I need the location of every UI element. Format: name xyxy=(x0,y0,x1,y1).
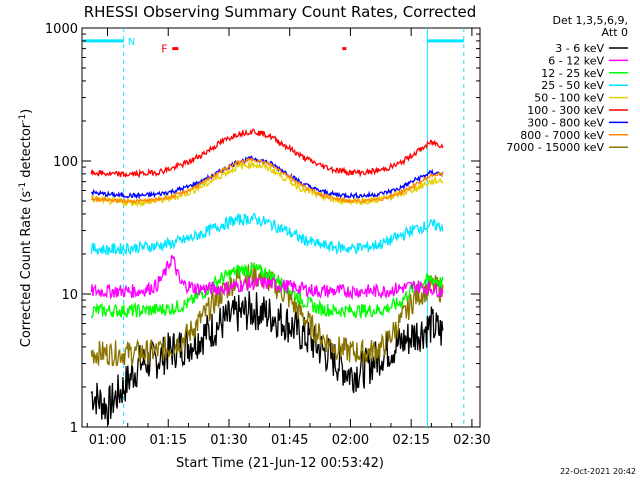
series-line-2 xyxy=(90,255,444,301)
x-tick-label-4: 02:00 xyxy=(332,433,369,448)
y-tick-label-2: 100 xyxy=(53,155,78,170)
series-line-6 xyxy=(90,128,444,179)
timestamp: 22-Oct-2021 20:42 xyxy=(560,467,636,476)
series-line-8 xyxy=(90,157,444,205)
legend-label-5: 50 - 100 keV xyxy=(534,92,604,105)
legend-header-line-2: Att 0 xyxy=(602,26,628,39)
y-tick-label-1: 10 xyxy=(61,288,78,303)
series-line-3 xyxy=(90,261,444,320)
legend-label-4: 25 - 50 keV xyxy=(541,79,604,92)
x-tick-label-2: 01:30 xyxy=(210,433,247,448)
series-line-4 xyxy=(90,212,444,256)
series-layer xyxy=(90,128,444,425)
legend-label-8: 800 - 7000 keV xyxy=(520,129,604,142)
x-tick-label-1: 01:15 xyxy=(150,433,187,448)
x-tick-label-6: 02:30 xyxy=(453,433,490,448)
chart-title: RHESSI Observing Summary Count Rates, Co… xyxy=(84,3,477,21)
y-axis-label: Corrected Count Rate (s-1 detector-1) xyxy=(18,109,34,347)
flag-label-f: F xyxy=(161,43,167,56)
plot-area: N F 01:00 01:15 01:30 01:45 02:00 02:15 02:30 1 1… xyxy=(45,22,491,448)
axis-layer: 01:00 01:15 01:30 01:45 02:00 02:15 02:30 1 10 10… xyxy=(45,22,491,448)
y-tick-label-3: 1000 xyxy=(45,22,78,37)
legend-label-1: 3 - 6 keV xyxy=(555,42,604,55)
legend-label-7: 300 - 800 keV xyxy=(527,116,604,129)
flag-label-n: N xyxy=(128,37,135,48)
x-tick-label-5: 02:15 xyxy=(392,433,429,448)
series-line-9 xyxy=(90,262,444,367)
legend-label-2: 6 - 12 keV xyxy=(548,54,604,67)
y-tick-label-0: 1 xyxy=(70,421,78,436)
series-line-5 xyxy=(90,159,444,208)
x-tick-label-0: 01:00 xyxy=(89,433,126,448)
plot-frame xyxy=(81,27,481,428)
legend-label-9: 7000 - 15000 keV xyxy=(506,141,604,154)
legend-header-line-1: Det 1,3,5,6,9, xyxy=(552,14,628,27)
x-axis-label: Start Time (21-Jun-12 00:53:42) xyxy=(176,456,384,471)
legend-label-6: 100 - 300 keV xyxy=(527,104,604,117)
legend-label-3: 12 - 25 keV xyxy=(541,67,604,80)
x-tick-label-3: 01:45 xyxy=(271,433,308,448)
